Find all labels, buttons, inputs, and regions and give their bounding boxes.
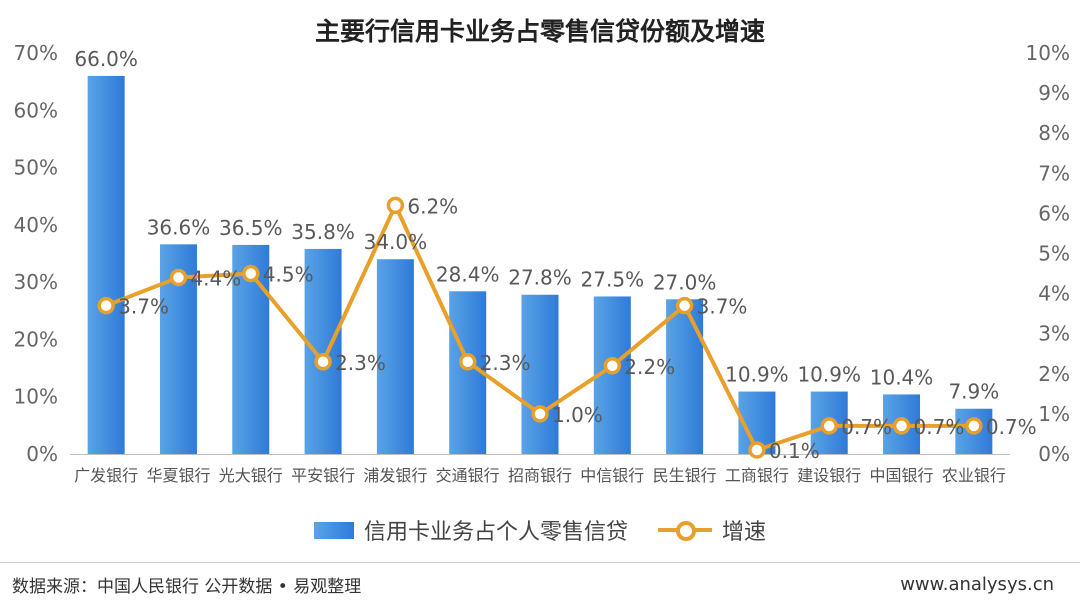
bar-3	[304, 248, 342, 454]
y-left-tick-label: 20%	[14, 327, 58, 351]
combo-chart: 0% 10% 20% 30% 40% 50% 60% 70% 0% 1% 2% 3% 4% 5% 6% 7% 8…	[14, 41, 1070, 485]
x-tick-label: 交通银行	[436, 466, 500, 485]
y-left-tick-label: 70%	[14, 41, 58, 65]
legend: 信用卡业务占个人零售信贷 增速	[0, 514, 1080, 546]
y-left-tick-label: 30%	[14, 270, 58, 294]
x-tick-label: 民生银行	[653, 466, 717, 485]
y-left-tick-label: 40%	[14, 213, 58, 237]
legend-item-line[interactable]: 增速	[658, 514, 766, 546]
bar-value-label: 28.4%	[436, 262, 500, 286]
growth-value-label: 6.2%	[407, 194, 458, 218]
growth-value-label: 0.1%	[769, 439, 820, 463]
y-right-tick-label: 6%	[1038, 201, 1070, 225]
growth-point-2	[242, 264, 260, 283]
bar-value-label: 7.9%	[948, 380, 999, 404]
bar-value-label: 27.0%	[653, 270, 717, 294]
label-layer: 66.0% 36.6% 36.5% 35.8% 34.0% 28.4% 27.8% 27.5%…	[74, 47, 1036, 463]
growth-value-label: 0.7%	[841, 415, 892, 439]
growth-value-label: 0.7%	[914, 415, 965, 439]
x-tick-label: 浦发银行	[363, 466, 427, 485]
bar-value-label: 10.9%	[797, 363, 861, 387]
y-right-tick-label: 8%	[1038, 121, 1070, 145]
bar-0	[87, 75, 125, 455]
growth-point-12	[965, 417, 983, 435]
y-right-tick-label: 7%	[1038, 161, 1070, 185]
growth-point-7	[603, 357, 622, 375]
legend-bar-swatch	[313, 521, 354, 539]
y-right-tick-label: 2%	[1038, 362, 1070, 386]
site-url[interactable]: www.analysys.cn	[900, 574, 1054, 595]
chart-title: 主要行信用卡业务占零售信贷份额及增速	[314, 17, 765, 46]
x-tick-label: 农业银行	[942, 466, 1006, 485]
bar-value-label: 36.6%	[147, 215, 211, 239]
x-tick-label: 华夏银行	[146, 466, 210, 485]
growth-point-6	[531, 405, 549, 423]
y-right-tick-label: 0%	[1038, 442, 1070, 466]
growth-point-4	[386, 196, 405, 215]
y-right-tick-label: 10%	[1026, 41, 1070, 65]
y-right-tick-label: 5%	[1038, 242, 1070, 266]
growth-value-label: 4.4%	[190, 267, 241, 291]
y-left-tick-label: 50%	[14, 156, 58, 180]
y-left-tick-label: 0%	[26, 442, 58, 466]
source-note: 数据来源：中国人民银行 公开数据 • 易观整理	[12, 577, 362, 597]
x-tick-label: 中国银行	[870, 466, 934, 485]
legend-bar-label: 信用卡业务占个人零售信贷	[363, 520, 628, 545]
line-layer	[97, 196, 983, 459]
growth-value-label: 0.7%	[986, 415, 1037, 439]
x-tick-label: 光大银行	[219, 466, 283, 485]
bar-value-label: 10.4%	[870, 365, 934, 389]
growth-point-0	[97, 296, 115, 315]
legend-item-bar[interactable]: 信用卡业务占个人零售信贷	[313, 514, 628, 546]
legend-line-label: 增速	[722, 520, 767, 545]
footer-divider	[0, 562, 1080, 563]
bar-4	[376, 259, 414, 454]
x-tick-label: 建设银行	[797, 466, 861, 485]
growth-value-label: 4.5%	[263, 263, 314, 287]
bar-value-label: 10.9%	[725, 363, 789, 387]
growth-point-11	[892, 417, 911, 435]
x-tick-label: 招商银行	[508, 466, 572, 485]
growth-value-label: 2.3%	[480, 351, 531, 375]
bar-value-label: 27.5%	[581, 267, 645, 291]
legend-line-swatch	[658, 519, 712, 541]
growth-point-8	[675, 296, 694, 315]
growth-point-5	[458, 353, 477, 371]
growth-value-label: 2.3%	[335, 351, 386, 375]
y-right-tick-label: 3%	[1038, 322, 1070, 346]
x-tick-label: 平安银行	[291, 466, 355, 485]
x-tick-label: 广发银行	[74, 466, 138, 485]
growth-value-label: 1.0%	[552, 403, 603, 427]
y-left-tick-label: 10%	[14, 385, 58, 409]
bar-8	[666, 299, 704, 454]
y-right-tick-label: 4%	[1038, 282, 1070, 306]
x-tick-label: 中信银行	[580, 466, 644, 485]
growth-value-label: 3.7%	[697, 295, 748, 319]
y-right-tick-label: 9%	[1038, 81, 1070, 105]
growth-point-3	[314, 353, 332, 371]
growth-value-label: 2.2%	[624, 355, 675, 379]
bar-value-label: 34.0%	[364, 230, 428, 254]
growth-value-label: 3.7%	[118, 295, 169, 319]
bar-value-label: 27.8%	[508, 266, 572, 290]
growth-point-1	[169, 268, 188, 287]
bar-value-label: 35.8%	[291, 220, 355, 244]
bar-value-label: 36.5%	[219, 216, 283, 240]
y-left-tick-label: 60%	[14, 98, 58, 122]
growth-point-10	[820, 417, 838, 435]
bar-value-label: 66.0%	[74, 47, 138, 71]
x-tick-label: 工商银行	[725, 466, 789, 485]
bar-6	[521, 294, 559, 454]
y-right-tick-label: 1%	[1038, 402, 1070, 426]
axis-layer: 0% 10% 20% 30% 40% 50% 60% 70% 0% 1% 2% 3% 4% 5% 6% 7% 8…	[14, 41, 1070, 485]
growth-point-9	[748, 441, 766, 459]
